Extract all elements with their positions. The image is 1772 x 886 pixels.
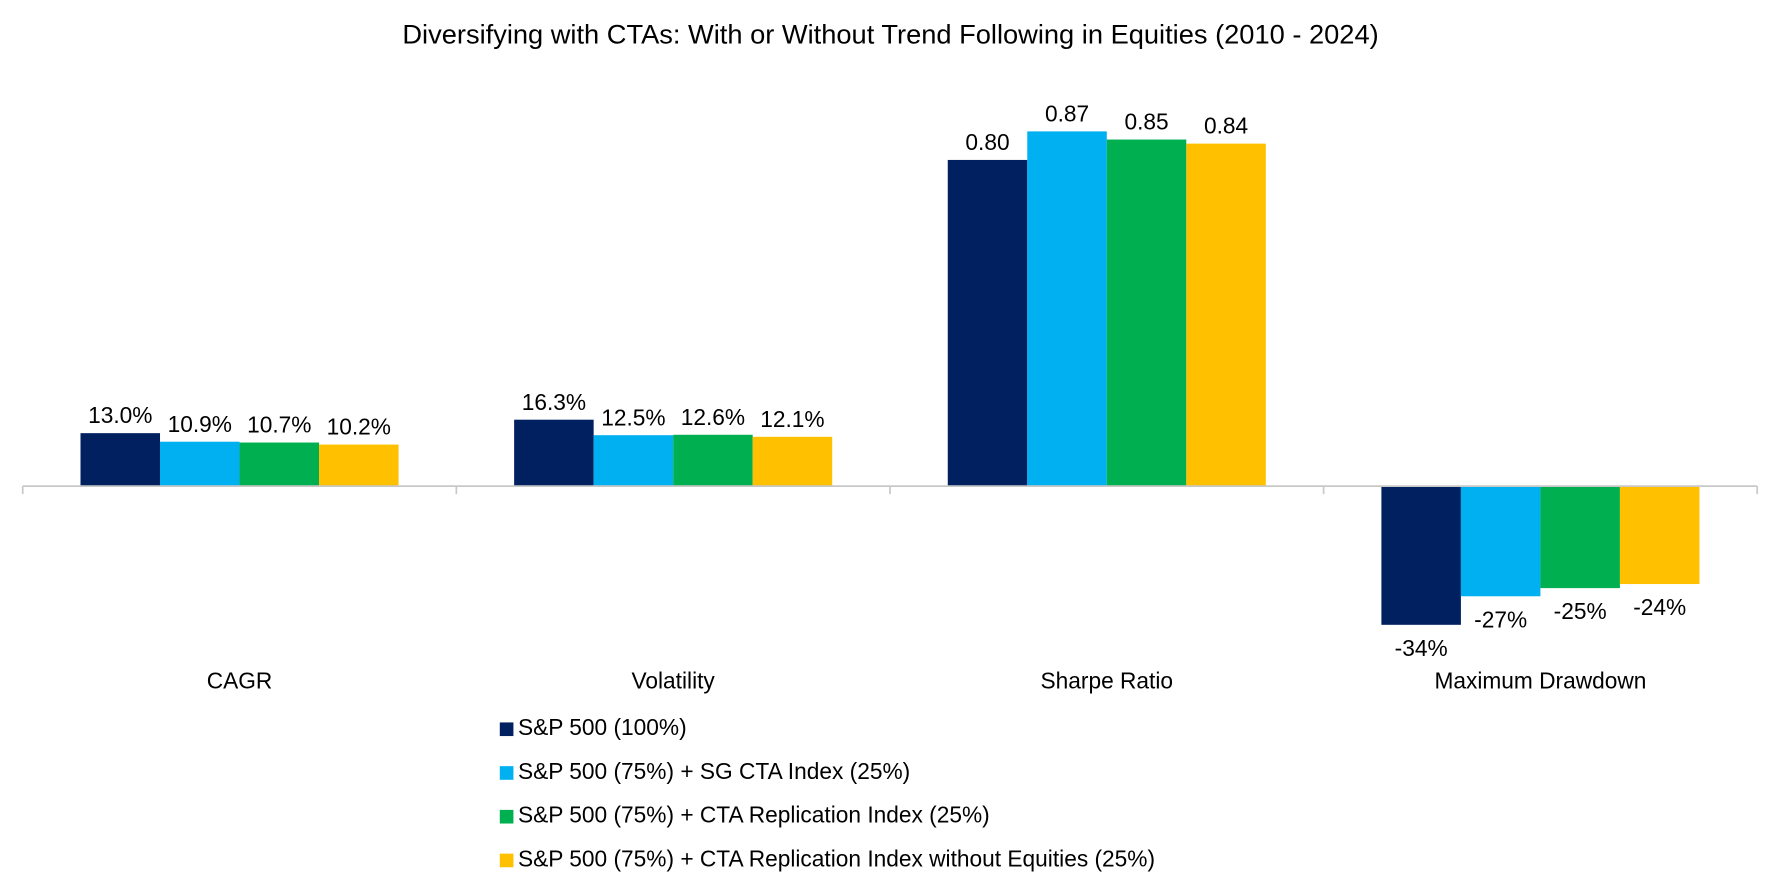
x-tick-label: Sharpe Ratio: [1041, 668, 1174, 694]
chart-title: Diversifying with CTAs: With or Without …: [402, 19, 1378, 50]
data-label: 12.5%: [601, 404, 665, 430]
data-label: 10.7%: [247, 412, 311, 438]
legend-swatch: [499, 722, 514, 737]
data-label: 10.9%: [168, 411, 232, 437]
bar: [947, 159, 1028, 487]
data-label: -24%: [1633, 594, 1686, 620]
x-tick-label: CAGR: [207, 668, 273, 694]
legend-label: S&P 500 (75%) + CTA Replication Index wi…: [518, 845, 1155, 871]
bar: [1381, 486, 1461, 625]
bar: [752, 436, 833, 487]
bar: [1027, 131, 1107, 487]
data-label: 12.6%: [681, 404, 745, 430]
data-label: 12.1%: [760, 406, 824, 432]
legend-swatch: [499, 809, 514, 824]
bar: [80, 433, 161, 487]
bar: [1540, 486, 1620, 589]
bar: [319, 444, 399, 487]
data-label: 13.0%: [88, 402, 152, 428]
data-label: 0.84: [1204, 113, 1248, 139]
bar: [673, 434, 753, 487]
legend-swatch: [499, 853, 514, 868]
data-label: 0.85: [1124, 109, 1168, 135]
bar: [514, 419, 594, 487]
data-label: -34%: [1395, 635, 1448, 661]
bar: [1106, 139, 1187, 487]
bar: [1460, 486, 1541, 597]
bar: [239, 442, 320, 487]
legend-label: S&P 500 (75%) + CTA Replication Index (2…: [518, 802, 990, 828]
bar: [1186, 143, 1266, 487]
data-label: 0.87: [1045, 100, 1089, 126]
legend-swatch: [499, 766, 514, 780]
data-label: -27%: [1474, 606, 1527, 632]
data-label: -25%: [1554, 598, 1607, 624]
data-label: 0.80: [965, 129, 1009, 155]
data-label: 10.2%: [327, 414, 391, 440]
bar: [593, 435, 674, 487]
legend-label: S&P 500 (100%): [518, 714, 687, 740]
bar: [160, 441, 240, 487]
x-tick-label: Volatility: [632, 668, 716, 694]
data-label: 16.3%: [522, 389, 586, 415]
x-tick-label: Maximum Drawdown: [1434, 668, 1646, 694]
legend-label: S&P 500 (75%) + SG CTA Index (25%): [518, 758, 910, 784]
bar: [1619, 486, 1700, 585]
